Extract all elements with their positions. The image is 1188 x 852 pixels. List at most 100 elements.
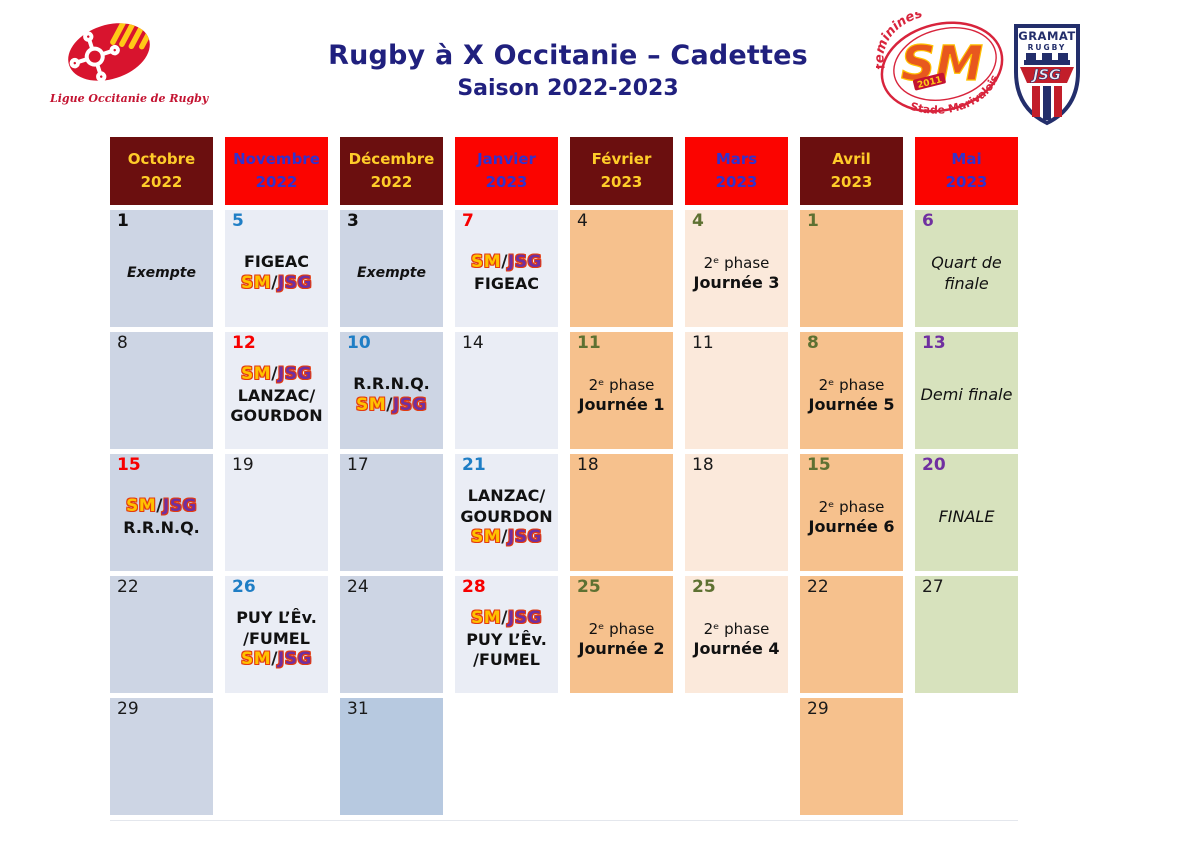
event-line: 2ᵉ phase [818,375,885,394]
event-line: GOURDON [460,506,553,526]
calendar-cell: 8 [110,332,213,449]
cell-events: SM/JSG LANZAC/GOURDON [229,348,324,443]
calendar-cell: 20 FINALE [915,454,1018,571]
day-number: 4 [692,211,704,231]
jsg-crenellation [1024,53,1070,65]
calendar-cell: 1 Exempte [110,210,213,327]
calendar-cell [685,698,788,815]
cell-events [804,226,899,321]
month-year: 2022 [140,173,183,191]
calendar-cell: 29 [800,698,903,815]
cell-events: FIGEAC SM/JSG [229,226,324,321]
jsg-shield-icon: GRAMAT RUGBY JSG [1014,24,1080,126]
day-number: 22 [807,577,829,597]
team-sm: SM [126,496,157,517]
cell-events: 2ᵉ phase Journée 1 [574,348,669,443]
calendar-cell: 11 2ᵉ phase Journée 1 [570,332,673,449]
team-separator: / [501,608,508,629]
calendar-cell: 4 [570,210,673,327]
team-sm: SM [356,394,387,415]
ligue-logo-caption: Ligue Occitanie de Rugby [50,92,209,105]
team-jsg: JSG [277,364,312,385]
day-number: 8 [117,333,128,353]
event-line: Journée 3 [693,272,780,292]
event-line: Journée 5 [808,394,895,414]
stade-marivalois-logo: féminines SM 2011 Stade Marivalois [872,6,1011,128]
day-number: 27 [922,577,944,597]
jsg-logo-club: GRAMAT [1018,29,1076,43]
cell-events [114,714,209,809]
page-title: Rugby à X Occitanie – Cadettes [328,40,808,71]
event-line: 2ᵉ phase [588,619,655,638]
month-year: 2023 [830,173,873,191]
month-name: Janvier [477,150,536,168]
calendar-cell: 15 SM/JSG R.R.N.Q. [110,454,213,571]
calendar-cell: 31 [340,698,443,815]
calendar-cell: 17 [340,454,443,571]
cell-events: Exempte [344,226,439,321]
cell-events: SM/JSG R.R.N.Q. [114,470,209,565]
cell-events [229,470,324,565]
cell-events [344,714,439,809]
team-sm: SM [471,252,502,273]
team-sm: SM [241,364,272,385]
event-line: R.R.N.Q. [353,374,430,394]
team-jsg: JSG [507,527,542,548]
day-number: 10 [347,333,371,353]
event-line: Journée 6 [808,516,895,536]
event-line: /FUMEL [243,628,310,648]
cell-events: Demi finale [919,348,1014,443]
team-pair-sm-jsg: SM/JSG [471,527,542,549]
calendar-cell: 5 FIGEAC SM/JSG [225,210,328,327]
calendar-cell [915,698,1018,815]
day-number: 25 [692,577,716,597]
event-line: Journée 1 [578,394,665,414]
day-number: 20 [922,455,946,475]
event-line: Journée 4 [693,638,780,658]
month-name: Octobre [127,150,196,168]
team-separator: / [156,496,163,517]
team-pair-sm-jsg: SM/JSG [471,252,542,274]
day-number: 14 [462,333,484,353]
event-line: GOURDON [230,406,323,426]
event-line: PUY L’Êv. [466,629,547,649]
team-pair-sm-jsg: SM/JSG [356,395,427,417]
team-sm: SM [471,527,502,548]
month-name: Décembre [348,150,435,168]
month-name: Mars [715,150,758,168]
event-line: FIGEAC [473,274,540,294]
grid-bottom-divider [110,820,1018,821]
day-number: 26 [232,577,256,597]
day-number: 13 [922,333,946,353]
day-number: 25 [577,577,601,597]
team-separator: / [501,252,508,273]
event-line: 2ᵉ phase [703,253,770,272]
calendar-cell: 18 [570,454,673,571]
gramat-jsg-logo: GRAMAT RUGBY JSG [1010,22,1084,132]
calendar-cell: 3 Exempte [340,210,443,327]
team-separator: / [271,272,278,293]
cell-events: SM/JSG PUY L’Êv./FUMEL [459,592,554,687]
cell-events [459,348,554,443]
team-sm: SM [241,649,272,670]
event-line: Journée 2 [578,638,665,658]
cell-events [344,470,439,565]
team-jsg: JSG [277,272,312,293]
month-header-7: Avril 2023 [800,137,903,205]
ligue-occitanie-logo: Ligue Occitanie de Rugby [50,14,209,105]
calendar-cell: 11 [685,332,788,449]
calendar-cell: 1 [800,210,903,327]
day-number: 24 [347,577,369,597]
month-year: 2022 [370,173,413,191]
calendar-cell: 10 R.R.N.Q. SM/JSG [340,332,443,449]
team-separator: / [271,364,278,385]
day-number: 8 [807,333,819,353]
month-name: Novembre [233,150,320,168]
day-number: 19 [232,455,254,475]
cell-events: 2ᵉ phase Journée 4 [689,592,784,687]
cell-events [804,714,899,809]
day-number: 1 [117,211,129,231]
month-header-8: Mai 2023 [915,137,1018,205]
calendar-cell: 12 SM/JSG LANZAC/GOURDON [225,332,328,449]
